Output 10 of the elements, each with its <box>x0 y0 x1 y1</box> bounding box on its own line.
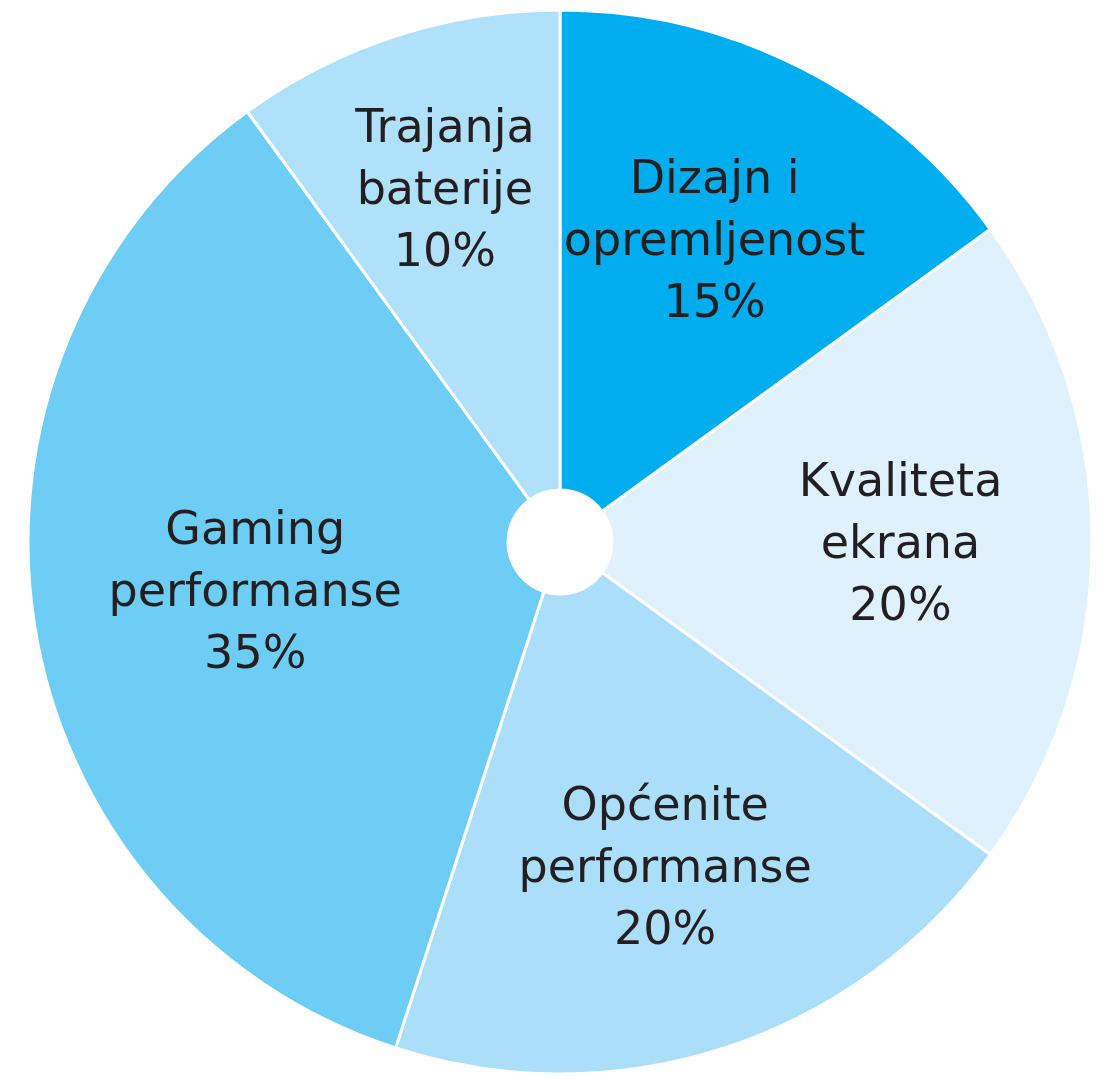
data-label: 35% <box>204 625 307 680</box>
data-label: 20% <box>849 577 952 631</box>
slice-label: Kvaliteta ekrana <box>798 453 1003 569</box>
slice-label: Gaming performanse <box>108 501 402 618</box>
slice-label: Trajanja baterije <box>354 98 535 215</box>
data-label: 20% <box>614 900 717 955</box>
data-label: 10% <box>393 222 497 277</box>
data-label: 15% <box>663 273 766 328</box>
slice-label: Dizajn i opremljenost <box>563 149 866 266</box>
slice-label: Općenite performanse <box>518 776 812 893</box>
